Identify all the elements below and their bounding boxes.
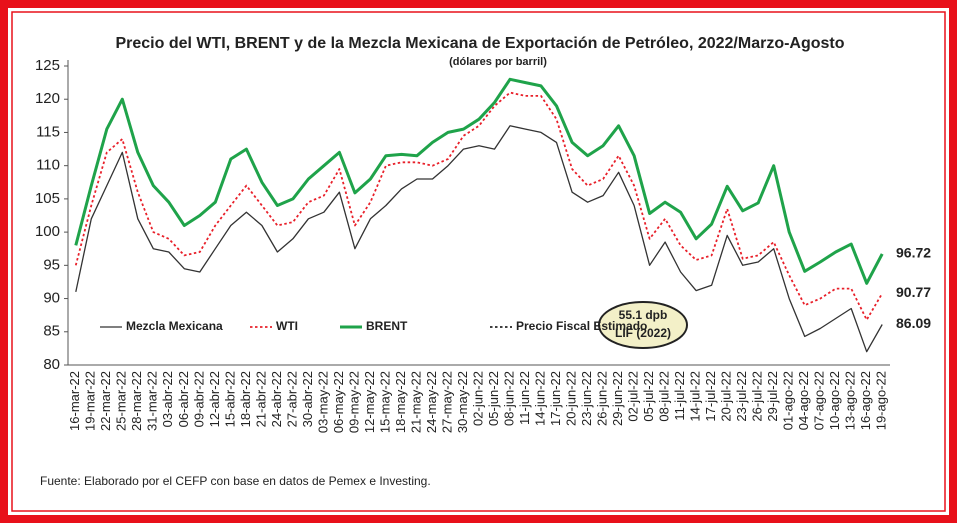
x-tick-label: 09-may-22 [346,371,361,433]
x-tick-label: 12-may-22 [362,371,377,433]
x-tick-label: 23-jul-22 [734,371,749,422]
series-line [74,91,883,321]
x-tick-label: 30-may-22 [455,371,470,433]
x-tick-label: 20-jun-22 [563,371,578,426]
y-tick-label: 100 [35,223,60,240]
x-tick-label: 17-jul-22 [703,371,718,422]
x-tick-label: 21-abr-22 [253,371,268,427]
x-tick-label: 06-abr-22 [176,371,191,427]
x-tick-label: 09-abr-22 [191,371,206,427]
x-tick-label: 12-abr-22 [207,371,222,427]
x-tick-label: 18-may-22 [393,371,408,433]
x-tick-label: 26-jul-22 [750,371,765,422]
x-tick-label: 14-jun-22 [532,371,547,426]
legend-label: Mezcla Mexicana [126,319,223,333]
annotation-bubble [598,301,688,349]
end-label: 90.77 [896,284,931,300]
x-tick-label: 21-may-22 [408,371,423,433]
x-tick-label: 22-mar-22 [98,371,113,431]
legend-label: WTI [276,319,298,333]
x-tick-label: 31-mar-22 [145,371,160,431]
x-tick-label: 29-jun-22 [610,371,625,426]
x-tick-label: 30-abr-22 [300,371,315,427]
x-tick-label: 14-jul-22 [688,371,703,422]
y-tick-label: 90 [43,290,60,307]
legend-label: BRENT [366,319,408,333]
x-tick-label: 25-mar-22 [114,371,129,431]
y-tick-label: 110 [36,157,60,174]
end-label: 96.72 [896,245,931,261]
x-tick-label: 27-may-22 [439,371,454,433]
x-tick-label: 08-jul-22 [657,371,672,422]
y-tick-label: 95 [43,256,60,273]
x-tick-label: 26-jun-22 [595,371,610,426]
x-tick-label: 10-ago-22 [827,371,842,430]
x-tick-label: 03-may-22 [315,371,330,433]
x-tick-label: 03-abr-22 [160,371,175,427]
series-line [74,77,884,285]
x-tick-label: 20-jul-22 [719,371,734,422]
x-tick-label: 06-may-22 [331,371,346,433]
x-tick-label: 15-may-22 [377,371,392,433]
end-label: 86.09 [896,315,931,331]
x-tick-label: 02-jun-22 [470,371,485,426]
y-tick-label: 105 [35,190,60,207]
x-tick-label: 07-ago-22 [812,371,827,430]
x-tick-label: 19-ago-22 [874,371,889,430]
x-tick-label: 08-jun-22 [501,371,516,426]
x-tick-label: 11-jun-22 [517,371,532,425]
y-tick-label: 120 [35,90,60,107]
x-tick-label: 28-mar-22 [129,371,144,431]
y-tick-label: 125 [35,57,60,74]
x-tick-label: 16-ago-22 [858,371,873,430]
x-tick-label: 18-abr-22 [238,371,253,427]
y-tick-label: 115 [36,123,60,140]
x-tick-label: 15-abr-22 [222,371,237,427]
annotation: 55.1 dpb [619,308,668,322]
x-tick-label: 02-jul-22 [626,371,641,422]
x-tick-label: 27-abr-22 [284,371,299,427]
x-tick-label: 05-jul-22 [641,371,656,422]
x-tick-label: 17-jun-22 [548,371,563,426]
x-tick-label: 04-ago-22 [796,371,811,430]
plot-area [74,77,884,353]
x-tick-label: 13-ago-22 [843,371,858,430]
x-tick-label: 23-jun-22 [579,371,594,426]
y-tick-label: 80 [43,356,60,373]
frame-inner [11,11,946,512]
x-tick-label: 16-mar-22 [67,371,82,431]
annotation: LIF (2022) [615,326,671,340]
x-tick-label: 19-mar-22 [83,371,98,431]
chart-title: Precio del WTI, BRENT y de la Mezcla Mex… [115,35,844,52]
legend-label: Precio Fiscal Estimado [516,319,647,333]
x-tick-label: 24-may-22 [424,371,439,433]
source-note: Fuente: Elaborado por el CEFP con base e… [40,474,431,488]
chart-subtitle: (dólares por barril) [449,56,547,68]
series-line [75,125,883,353]
x-tick-label: 05-jun-22 [486,371,501,426]
x-tick-label: 29-jul-22 [765,371,780,422]
x-tick-label: 01-ago-22 [781,371,796,430]
x-tick-label: 24-abr-22 [269,371,284,427]
y-tick-label: 85 [43,323,60,340]
x-tick-label: 11-jul-22 [672,371,687,421]
